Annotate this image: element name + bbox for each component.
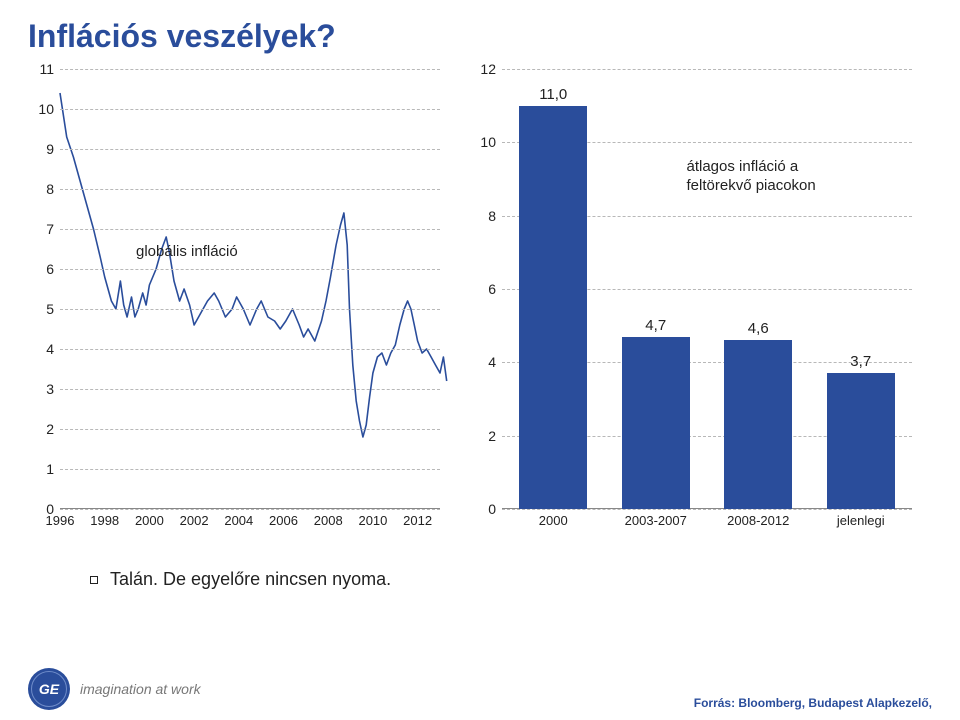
y-tick-label: 10 xyxy=(480,134,502,150)
bar-chart-plot: 02468101211,020004,72003-20074,62008-201… xyxy=(502,69,912,509)
line-series-label: globális infláció xyxy=(136,243,238,260)
x-tick-label: 2004 xyxy=(224,509,253,528)
y-tick-label: 8 xyxy=(46,181,60,197)
y-tick-label: 7 xyxy=(46,221,60,237)
page-title: Inflációs veszélyek? xyxy=(28,18,932,55)
y-tick-label: 5 xyxy=(46,301,60,317)
footer: GE imagination at work Forrás: Bloomberg… xyxy=(28,668,932,710)
x-tick-label: 2012 xyxy=(403,509,432,528)
x-tick-label: 2008 xyxy=(314,509,343,528)
gridline xyxy=(60,309,440,310)
bar-value-label: 4,6 xyxy=(748,320,769,337)
x-tick-label: 2003-2007 xyxy=(625,509,687,528)
brand: GE imagination at work xyxy=(28,668,201,710)
bar: 4,6 xyxy=(724,340,792,509)
charts-row: 0123456789101119961998200020022004200620… xyxy=(28,63,932,543)
bar: 11,0 xyxy=(519,106,587,509)
bar-series-label: átlagos infláció afeltörekvő piacokon xyxy=(687,158,816,196)
gridline xyxy=(60,189,440,190)
brand-tagline: imagination at work xyxy=(80,681,201,697)
bullet-square-icon xyxy=(90,576,98,584)
x-tick-label: 2000 xyxy=(135,509,164,528)
gridline xyxy=(60,429,440,430)
bar: 4,7 xyxy=(622,337,690,509)
source-text: Forrás: Bloomberg, Budapest Alapkezelő, xyxy=(694,696,932,710)
bar-value-label: 3,7 xyxy=(850,353,871,370)
bullet-text: Talán. De egyelőre nincsen nyoma. xyxy=(110,569,391,589)
gridline xyxy=(502,69,912,70)
ge-logo-text: GE xyxy=(39,681,59,697)
y-tick-label: 9 xyxy=(46,141,60,157)
y-tick-label: 0 xyxy=(488,501,502,517)
y-tick-label: 1 xyxy=(46,461,60,477)
gridline xyxy=(60,69,440,70)
line-chart-plot: 0123456789101119961998200020022004200620… xyxy=(60,69,440,509)
y-tick-label: 8 xyxy=(488,208,502,224)
gridline xyxy=(60,389,440,390)
bar: 3,7 xyxy=(827,373,895,509)
x-tick-label: 2010 xyxy=(358,509,387,528)
x-tick-label: 2006 xyxy=(269,509,298,528)
y-tick-label: 6 xyxy=(46,261,60,277)
y-tick-label: 12 xyxy=(480,61,502,77)
bar-value-label: 11,0 xyxy=(539,86,567,103)
y-tick-label: 11 xyxy=(39,61,60,77)
x-tick-label: 2000 xyxy=(539,509,568,528)
y-tick-label: 6 xyxy=(488,281,502,297)
x-tick-label: 2002 xyxy=(180,509,209,528)
line-chart: 0123456789101119961998200020022004200620… xyxy=(28,63,448,543)
bar-chart: 02468101211,020004,72003-20074,62008-201… xyxy=(470,63,920,543)
y-tick-label: 3 xyxy=(46,381,60,397)
gridline xyxy=(60,109,440,110)
y-tick-label: 4 xyxy=(46,341,60,357)
gridline xyxy=(60,469,440,470)
y-tick-label: 10 xyxy=(38,101,60,117)
x-tick-label: jelenlegi xyxy=(837,509,885,528)
y-tick-label: 2 xyxy=(488,428,502,444)
ge-logo-icon: GE xyxy=(28,668,70,710)
gridline xyxy=(60,229,440,230)
x-tick-label: 2008-2012 xyxy=(727,509,789,528)
x-tick-label: 1996 xyxy=(46,509,75,528)
bullet-note: Talán. De egyelőre nincsen nyoma. xyxy=(90,569,932,590)
bar-value-label: 4,7 xyxy=(645,317,666,334)
y-tick-label: 2 xyxy=(46,421,60,437)
gridline xyxy=(60,269,440,270)
slide: Inflációs veszélyek? 0123456789101119961… xyxy=(0,0,960,720)
line-series xyxy=(60,93,447,437)
gridline xyxy=(60,349,440,350)
line-chart-svg xyxy=(60,69,440,509)
x-tick-label: 1998 xyxy=(90,509,119,528)
gridline xyxy=(60,149,440,150)
y-tick-label: 4 xyxy=(488,354,502,370)
